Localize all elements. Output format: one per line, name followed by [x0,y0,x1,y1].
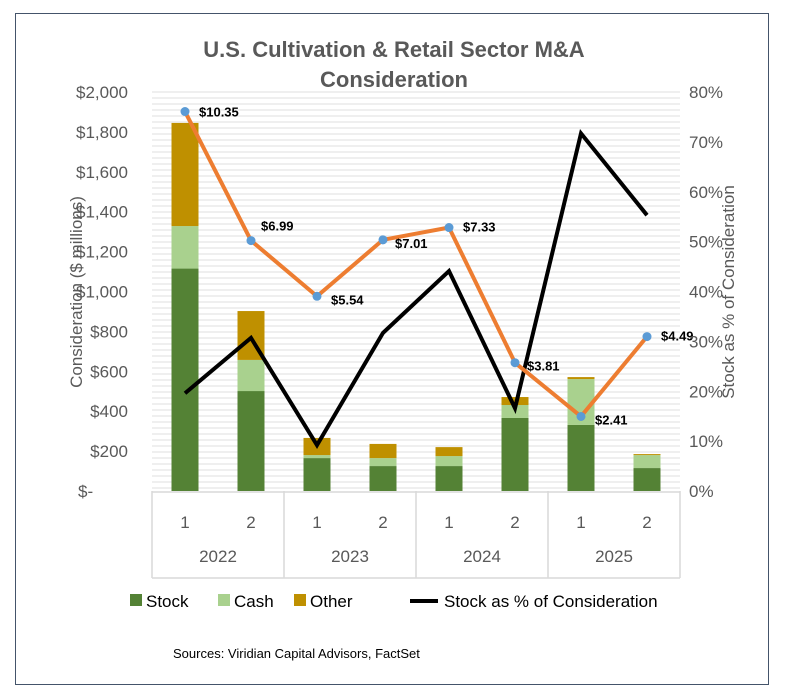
x-group-label: 2024 [463,547,501,566]
bar-cash [303,455,331,459]
y-tick-label: $- [78,482,93,501]
source-note: Sources: Viridian Capital Advisors, Fact… [173,646,420,661]
line-marker [180,107,190,117]
bar-stock [171,268,199,491]
line-marker [444,223,454,233]
data-label: $4.49 [661,329,694,344]
bar-stock [237,391,265,491]
y-tick-label: $1,800 [76,123,128,142]
line-marker [576,411,586,421]
y2-tick-label: 30% [689,332,723,351]
y-tick-label: $800 [90,322,128,341]
x-group-label: 2025 [595,547,633,566]
x-group-label: 2022 [199,547,237,566]
y2-tick-label: 20% [689,382,723,401]
bar-stock [303,458,331,491]
y-tick-label: $1,400 [76,203,128,222]
y-tick-label: $600 [90,362,128,381]
y-tick-label: $400 [90,402,128,421]
legend-label: Stock [146,592,189,611]
line-marker [510,358,520,368]
bar-stock [435,466,463,491]
y2-tick-label: 70% [689,133,723,152]
line-marker [642,332,652,342]
bar-other [369,443,397,459]
bar-stock [369,466,397,491]
y2-tick-label: 50% [689,233,723,252]
legend-swatch [294,594,306,606]
y-axis-label: Consideration ($ millions) [67,196,86,388]
x-tick-label: 2 [246,513,255,532]
chart-title-line-2: Consideration [320,67,468,92]
y-tick-label: $1,200 [76,243,128,262]
bar-other [567,377,595,380]
y-tick-label: $1,600 [76,163,128,182]
data-label: $3.81 [527,359,560,374]
legend-swatch [218,594,230,606]
bar-cash [435,456,463,467]
data-label: $10.35 [199,105,239,120]
bar-other [435,447,463,457]
legend-label: Stock as % of Consideration [444,592,658,611]
line-marker [246,236,256,246]
y-tick-label: $200 [90,442,128,461]
y-tick-label: $2,000 [76,83,128,102]
bar-other [171,122,199,227]
legend-label: Other [310,592,353,611]
legend-label: Cash [234,592,274,611]
chart-frame [15,13,769,685]
bar-stock [633,468,661,491]
data-label: $5.54 [331,292,364,307]
bar-cash [171,226,199,269]
data-label: $2.41 [595,412,628,427]
line-marker [312,291,322,301]
x-tick-label: 2 [642,513,651,532]
x-tick-label: 1 [444,513,453,532]
chart-title-line-1: U.S. Cultivation & Retail Sector M&A [203,37,584,62]
bar-cash [237,359,265,392]
data-label: $7.01 [395,236,428,251]
line-orange-series [183,110,649,420]
x-group-label: 2023 [331,547,369,566]
y-tick-label: $1,000 [76,283,128,302]
x-tick-label: 1 [312,513,321,532]
line-marker [378,235,388,245]
y2-tick-label: 60% [689,183,723,202]
bar-cash [633,455,661,469]
x-tick-label: 1 [180,513,189,532]
line-stock-pct [183,128,649,449]
data-label: $7.33 [463,220,496,235]
legend-swatch [130,594,142,606]
bar-stock [567,424,595,491]
y2-tick-label: 10% [689,432,723,451]
x-tick-label: 1 [576,513,585,532]
y2-axis-label: Stock as % of Consideration [719,185,738,399]
y2-tick-label: 0% [689,482,714,501]
x-tick-label: 2 [378,513,387,532]
bar-cash [369,458,397,467]
x-tick-label: 2 [510,513,519,532]
data-label: $6.99 [261,219,294,234]
bar-other [633,454,661,456]
bar-stock [501,417,529,491]
y2-tick-label: 80% [689,83,723,102]
y2-tick-label: 40% [689,283,723,302]
